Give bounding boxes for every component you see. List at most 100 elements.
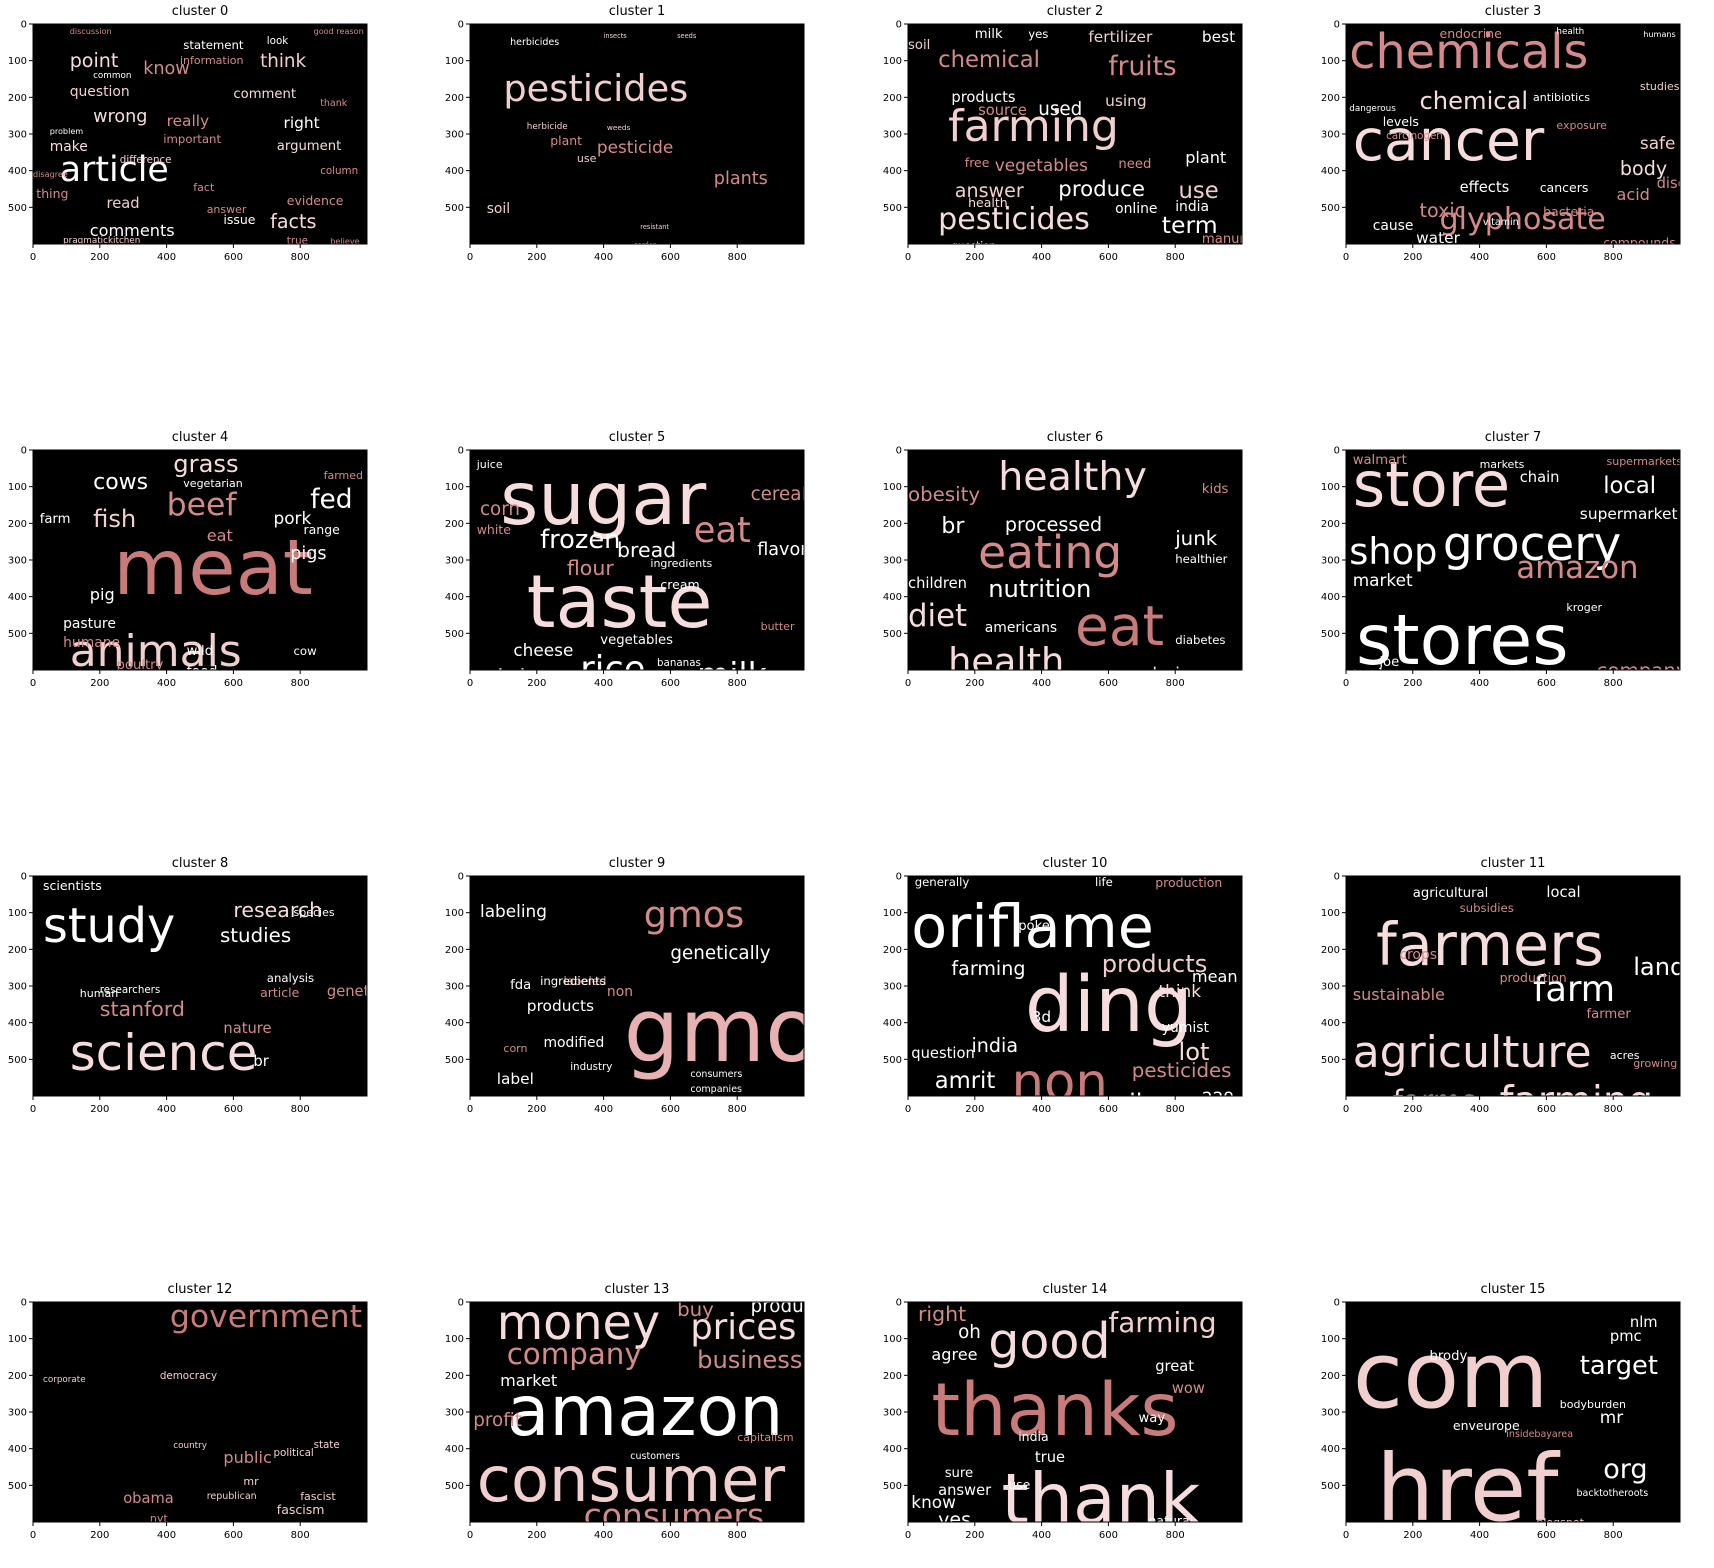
x-tick-label: 800 [1604, 678, 1623, 689]
cloud-word: wrong [93, 106, 148, 127]
x-tick-label: 600 [224, 1104, 243, 1115]
x-tick-label: 400 [1032, 1104, 1051, 1115]
cloud-word: soil [486, 201, 511, 218]
cloud-word: garden [634, 242, 657, 244]
cloud-word: acid [1616, 184, 1650, 204]
cloud-word: yes [1028, 27, 1049, 41]
panel-title: cluster 15 [1480, 1282, 1546, 1297]
cloud-word: difference [119, 153, 172, 166]
panel-title: cluster 6 [1046, 430, 1104, 445]
cloud-word: grocery [1442, 516, 1622, 572]
y-tick-label: 0 [1334, 446, 1340, 457]
cloud-word: fertilizer [1088, 27, 1153, 46]
panel-axes: 0 200 400 600 800 0 100 200 300 400 500 [445, 1298, 805, 1541]
cluster-panel: cluster 0 article point know think wrong reall… [0, 0, 394, 290]
cloud-word: india [1175, 199, 1210, 216]
y-tick-label: 100 [883, 908, 902, 919]
cloud-word: animals [69, 626, 242, 670]
x-tick-label: 200 [965, 678, 984, 689]
cloud-word: answer [206, 202, 247, 216]
x-tick-label: 400 [1470, 252, 1489, 263]
cloud-word: fish [93, 505, 137, 534]
x-tick-label: 200 [90, 252, 109, 263]
x-tick-label: 600 [1537, 252, 1556, 263]
cloud-word: manure [1201, 232, 1242, 244]
cluster-panel: cluster 8studysciencescientificresearchs… [0, 852, 394, 1142]
cloud-word: health [1556, 26, 1585, 37]
cloud-word: supermarkets [1606, 454, 1681, 468]
panel-title: cluster 12 [167, 1282, 233, 1297]
x-tick-label: 600 [1537, 1530, 1556, 1541]
x-tick-label: 600 [661, 1104, 680, 1115]
axes-frame [469, 1301, 805, 1523]
y-tick-label: 100 [1321, 1334, 1340, 1345]
cloud-word: sugar [500, 457, 707, 543]
cloud-word: exposure [1556, 118, 1607, 132]
cloud-word: sure [944, 1466, 974, 1482]
cloud-word: disease [1656, 175, 1680, 192]
cloud-word: good [988, 1311, 1111, 1370]
cloud-word: effects [1459, 178, 1510, 196]
x-tick-label: 600 [1099, 678, 1118, 689]
cloud-word: pmc [1609, 1328, 1642, 1346]
cloud-word: oriflame [911, 892, 1154, 961]
cloud-word: insects [603, 32, 627, 41]
cluster-panel: cluster 11farmersagriculturefarmfarmingf… [1313, 852, 1707, 1142]
x-tick-label: 600 [224, 678, 243, 689]
cloud-word: compounds [1603, 235, 1676, 244]
x-tick-label: 200 [965, 1104, 984, 1115]
y-tick-label: 100 [445, 56, 464, 67]
cloud-word: market [500, 1371, 558, 1391]
y-tick-label: 0 [21, 446, 27, 457]
cloud-word: mr [1599, 1407, 1624, 1428]
cloud-word: answer [954, 178, 1024, 202]
y-tick-label: 100 [445, 1334, 464, 1345]
cloud-word: soil [908, 37, 931, 53]
panel-axes: 0 200 400 600 800 0 100 200 300 400 500 [445, 872, 805, 1115]
cloud-word: agriculture [1352, 1026, 1592, 1078]
axes-frame [32, 1301, 368, 1523]
cloud-word: health [968, 195, 1008, 211]
cloud-word: argument [276, 138, 342, 154]
x-tick-label: 400 [157, 1530, 176, 1541]
cloud-word: used [1038, 98, 1083, 120]
cloud-word: seeds [677, 32, 697, 41]
cloud-word: farming [1108, 1305, 1217, 1339]
cloud-word: antibiotics [1533, 91, 1590, 104]
x-tick-label: 0 [1343, 678, 1349, 689]
x-tick-label: 0 [905, 252, 911, 263]
cloud-word: vegetarian [183, 476, 243, 490]
x-tick-label: 600 [1537, 678, 1556, 689]
y-tick-label: 500 [1321, 203, 1340, 214]
x-tick-label: 400 [157, 1104, 176, 1115]
y-tick-label: 400 [883, 592, 902, 603]
x-tick-label: 600 [661, 678, 680, 689]
y-tick-label: 400 [883, 1018, 902, 1029]
y-tick-label: 400 [1321, 166, 1340, 177]
cloud-word: researchers [99, 983, 161, 996]
x-tick-label: 800 [1604, 1530, 1623, 1541]
y-tick-label: 200 [1321, 519, 1340, 530]
panel-title: cluster 10 [1042, 856, 1108, 871]
y-tick-label: 100 [883, 1334, 902, 1345]
panel-axes: 0 200 400 600 800 0 100 200 300 400 500 [1321, 446, 1681, 689]
cloud-word: pork [273, 507, 312, 528]
cluster-panel: cluster 4 meat animals beef grass cows fish fed… [0, 426, 394, 716]
cloud-word: cows [93, 470, 149, 496]
cloud-word: study [43, 898, 176, 954]
cloud-word: science [69, 1024, 258, 1083]
cloud-word: term [1161, 210, 1218, 239]
cloud-word: ingredients [540, 974, 606, 989]
cloud-word: free [964, 154, 990, 170]
y-tick-label: 300 [1321, 1408, 1340, 1419]
cloud-word: comments [89, 221, 175, 241]
cloud-word: believe [330, 236, 360, 244]
cloud-word: statement [183, 38, 244, 52]
cloud-word: political [273, 1446, 314, 1459]
y-tick-label: 100 [1321, 908, 1340, 919]
cloud-word: ingredients [650, 557, 713, 571]
x-tick-label: 600 [661, 252, 680, 263]
x-tick-label: 0 [30, 1104, 36, 1115]
x-tick-label: 200 [1403, 1530, 1422, 1541]
cloud-word: obama [123, 1489, 174, 1507]
